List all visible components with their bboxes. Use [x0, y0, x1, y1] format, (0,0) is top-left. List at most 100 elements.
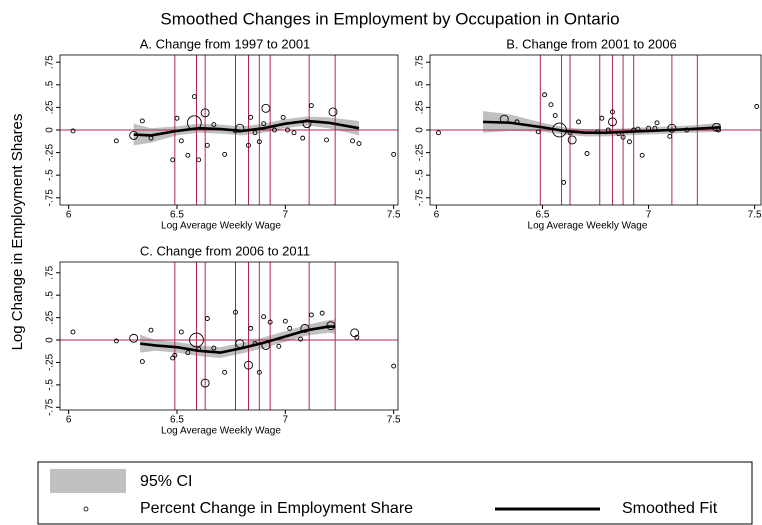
- data-point: [561, 179, 567, 185]
- y-tick-label: -.75: [415, 189, 426, 207]
- x-tick-label: 7: [283, 415, 289, 426]
- data-point: [170, 355, 176, 361]
- panel-title: C. Change from 2006 to 2011: [140, 243, 310, 258]
- data-point: [248, 114, 254, 120]
- y-tick-label: 0: [45, 127, 56, 133]
- data-point: [70, 128, 76, 134]
- data-point: [300, 135, 306, 141]
- x-tick-label: 6: [66, 415, 72, 426]
- data-point: [667, 133, 673, 139]
- data-point: [391, 151, 397, 157]
- data-point: [139, 118, 145, 124]
- x-tick-label: 7.5: [387, 210, 401, 221]
- x-axis-label: Log Average Weekly Wage: [161, 426, 281, 437]
- y-tick-label: .5: [45, 291, 56, 300]
- data-point: [535, 129, 541, 135]
- data-point: [113, 338, 119, 344]
- data-point: [172, 352, 178, 358]
- y-tick-label: .5: [45, 80, 56, 89]
- data-point: [599, 115, 605, 121]
- x-tick-label: 7.5: [387, 415, 401, 426]
- x-tick-label: 7: [283, 210, 289, 221]
- smoothed-fit: [133, 119, 360, 137]
- y-tick-label: -.5: [45, 169, 56, 181]
- y-tick-label: 0: [45, 337, 56, 343]
- data-point: [552, 113, 558, 118]
- plot-area: [430, 55, 761, 205]
- data-point: [196, 157, 202, 163]
- data-point: [436, 130, 441, 136]
- data-point: [170, 157, 176, 163]
- x-tick-label: 7.5: [748, 210, 762, 221]
- data-point: [291, 130, 297, 136]
- plot-frame: [429, 54, 762, 206]
- y-tick-label: -.25: [45, 353, 56, 371]
- data-point: [542, 92, 548, 98]
- legend-ci-swatch: [50, 469, 126, 493]
- data-point: [324, 137, 329, 143]
- x-tick-label: 6.5: [170, 210, 184, 221]
- data-point: [267, 319, 273, 325]
- data-point: [391, 363, 397, 369]
- y-tick-label: .25: [415, 100, 426, 114]
- data-point: [639, 152, 645, 158]
- y-tick-label: -.5: [415, 169, 426, 181]
- panel: B. Change from 2001 to 2006 .75 .5 .25 0 -.25…: [415, 36, 762, 231]
- plot-frame: [59, 261, 399, 411]
- data-point: [200, 378, 210, 388]
- data-point: [350, 138, 355, 144]
- data-point: [204, 142, 210, 148]
- legend-ci-label: 95% CI: [140, 473, 192, 490]
- data-point: [567, 135, 577, 145]
- data-point: [256, 369, 262, 375]
- panel-title: A. Change from 1997 to 2001: [140, 36, 311, 51]
- data-point: [356, 141, 362, 147]
- data-point: [667, 123, 677, 133]
- legend-fit-label: Smoothed Fit: [622, 500, 718, 517]
- x-axis-label: Log Average Weekly Wage: [528, 221, 648, 232]
- data-point: [174, 115, 180, 121]
- panel-title: B. Change from 2001 to 2006: [506, 36, 677, 51]
- y-tick-label: .75: [45, 55, 56, 69]
- x-tick-label: 6.5: [536, 210, 550, 221]
- data-point: [608, 117, 617, 127]
- data-point: [308, 103, 314, 109]
- data-point: [178, 329, 184, 335]
- data-point: [256, 139, 262, 145]
- data-point: [261, 103, 271, 113]
- data-point: [754, 104, 760, 109]
- data-point: [185, 350, 191, 356]
- data-point: [319, 310, 325, 316]
- data-point: [222, 151, 228, 157]
- data-point: [610, 109, 615, 115]
- legend-points-label: Percent Change in Employment Share: [140, 500, 413, 517]
- plot-area: [60, 55, 398, 205]
- y-tick-label: -.75: [45, 398, 56, 416]
- data-point: [576, 119, 581, 125]
- y-tick-label: -.25: [45, 144, 56, 162]
- y-tick-label: 0: [415, 127, 426, 133]
- data-point: [200, 108, 210, 118]
- data-point: [235, 123, 245, 133]
- data-point: [308, 312, 314, 318]
- figure-title: Smoothed Changes in Employment by Occupa…: [160, 9, 619, 28]
- y-axis-label: Log Change in Employment Shares: [9, 114, 26, 351]
- smoothed-fit: [140, 325, 336, 354]
- y-tick-label: -.75: [45, 189, 56, 207]
- x-axis-label: Log Average Weekly Wage: [161, 221, 281, 232]
- data-point: [298, 336, 303, 342]
- y-tick-label: .75: [415, 55, 426, 69]
- data-point: [548, 102, 554, 108]
- x-tick-label: 7: [646, 210, 652, 221]
- data-point: [261, 314, 267, 320]
- legend: 95% CI Percent Change in Employment Shar…: [37, 461, 753, 525]
- data-point: [272, 127, 277, 133]
- data-point: [185, 152, 191, 158]
- data-point: [328, 107, 338, 117]
- x-tick-label: 6: [66, 210, 72, 221]
- data-point: [300, 323, 310, 333]
- data-point: [129, 333, 139, 343]
- data-point: [287, 325, 293, 331]
- x-tick-label: 6.5: [170, 415, 184, 426]
